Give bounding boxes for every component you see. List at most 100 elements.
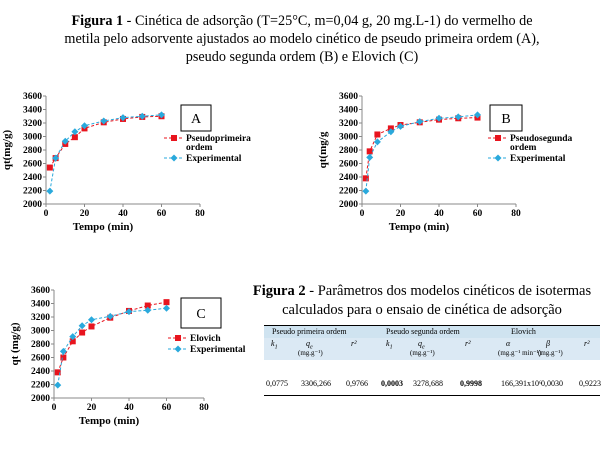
figure2-caption-line1: - Parâmetros dos modelos cinéticos de is…	[305, 283, 592, 299]
y-tick-label: 2800	[339, 146, 358, 156]
x-tick-label: 20	[87, 403, 97, 413]
experimental-point	[88, 316, 95, 324]
y-tick-label: 3200	[31, 313, 50, 323]
table-row: 0,0775 3306,266 0,9766 0,0003 3278,688 0,9998…	[264, 360, 601, 396]
legend-model-label: Pseudosegunda ordem	[510, 134, 573, 153]
y-tick-label: 2400	[23, 173, 42, 183]
y-tick-label: 3600	[339, 92, 358, 102]
x-tick-label: 80	[195, 209, 205, 219]
figure2-caption-line2: calculados para o ensaio de cinética de …	[282, 302, 562, 318]
y-axis-label: qt(mg/g	[317, 131, 329, 168]
legend-experimental-label: Experimental	[510, 154, 566, 164]
y-tick-label: 2400	[339, 173, 358, 183]
y-tick-label: 3200	[23, 119, 42, 129]
experimental-point	[71, 128, 79, 136]
table-cell: 3306,266	[301, 379, 331, 388]
experimental-point	[125, 308, 133, 316]
model-point	[163, 299, 170, 306]
x-tick-label: 60	[162, 403, 172, 413]
legend-model-marker	[175, 335, 181, 341]
y-tick-label: 2000	[339, 200, 358, 210]
column-symbol: β	[546, 339, 550, 348]
table-cell: 0,9766	[346, 379, 368, 388]
experimental-point	[144, 306, 152, 314]
column-symbol: k1	[271, 339, 278, 351]
legend-experimental-marker	[174, 345, 182, 353]
chart-c: 2000 2200 2400 2600 2800 3000 3200 3400 3600 0 20 4…	[9, 286, 246, 427]
figure2-caption: Figura 2 - Parâmetros dos modelos cinéti…	[244, 282, 600, 320]
experimental-point	[387, 128, 395, 136]
chart-a: 2000 2200 2400 2600 2800 3000 3200 3400 3600 0 20 4…	[1, 92, 251, 233]
experimental-point	[59, 347, 67, 355]
experimental-point	[46, 187, 54, 195]
x-tick-label: 0	[52, 403, 57, 413]
legend-model-label: Pseudoprimeira ordem	[186, 134, 251, 153]
figure1-caption-line3: pseudo segunda ordem (B) e Elovich (C)	[185, 49, 419, 65]
x-tick-label: 40	[118, 209, 128, 219]
experimental-point	[158, 111, 165, 119]
chart-b: 2000 2200 2400 2600 2800 3000 3200 3400 3600 0 20 4…	[317, 92, 573, 233]
y-tick-label: 2000	[23, 200, 42, 210]
table-cell: 0,9223	[579, 379, 601, 388]
panel-label-box	[180, 104, 212, 132]
experimental-point	[362, 187, 370, 195]
panel-label: C	[196, 307, 205, 322]
figure1-caption-label: Figura 1	[71, 13, 124, 29]
y-tick-label: 2600	[23, 160, 42, 170]
table-cell: 166,391x10⁶	[501, 379, 542, 388]
model-point	[362, 175, 369, 182]
x-axis-label: Tempo (min)	[79, 415, 140, 427]
experimental-point	[435, 114, 443, 122]
legend-experimental-label: Experimental	[190, 345, 246, 355]
model-point	[46, 164, 53, 171]
y-tick-label: 3000	[339, 133, 358, 143]
table-cell: 0,0030	[541, 379, 563, 388]
experimental-point	[163, 304, 170, 312]
column-unit: (mg.g⁻¹)	[410, 349, 435, 357]
model-series-line	[57, 301, 167, 373]
column-unit: (mg.g⁻¹)	[538, 349, 563, 357]
y-tick-label: 2200	[23, 187, 42, 197]
table-cell: 0,9998	[460, 379, 482, 388]
x-tick-label: 0	[360, 209, 365, 219]
x-axis-label: Tempo (min)	[389, 221, 450, 233]
experimental-series-line	[49, 114, 162, 192]
table-group-header: Pseudo primeira ordem Pseudo segunda ord…	[264, 325, 600, 339]
experimental-point	[52, 154, 60, 162]
model-point	[88, 323, 95, 330]
figure1-caption: Figura 1 - Cinética de adsorção (T=25°C,…	[20, 12, 584, 66]
model-point	[144, 302, 151, 309]
column-symbol: r²	[465, 339, 471, 348]
column-symbol: r²	[584, 339, 590, 348]
group-pseudo-segunda: Pseudo segunda ordem	[386, 327, 460, 336]
legend-experimental-label: Experimental	[186, 154, 242, 164]
y-tick-label: 3000	[31, 327, 50, 337]
experimental-point	[373, 138, 381, 146]
experimental-point	[81, 122, 88, 130]
column-symbol: k1	[386, 339, 393, 351]
y-axis-label: qt(mg/g)	[1, 130, 13, 171]
model-series-line	[365, 117, 478, 179]
y-tick-label: 3600	[31, 286, 50, 296]
experimental-point	[106, 312, 114, 320]
panel-label-box	[489, 104, 523, 132]
y-tick-label: 2800	[23, 146, 42, 156]
experimental-series-line	[365, 114, 478, 192]
y-tick-label: 2200	[31, 381, 50, 391]
panel-label: A	[191, 112, 202, 127]
x-tick-label: 60	[473, 209, 483, 219]
table-cell: 0,0003	[381, 379, 403, 388]
x-tick-label: 40	[434, 209, 444, 219]
y-tick-label: 2600	[339, 160, 358, 170]
y-axis-label: qt (mg/g)	[9, 322, 21, 365]
experimental-point	[61, 137, 69, 145]
experimental-point	[397, 122, 404, 130]
column-symbol: qe	[306, 339, 313, 351]
model-point	[69, 338, 76, 345]
y-tick-label: 3400	[339, 106, 358, 116]
y-tick-label: 3000	[23, 133, 42, 143]
experimental-point	[119, 114, 127, 122]
experimental-point	[454, 113, 462, 121]
model-point	[374, 131, 381, 138]
panel-label-box	[180, 297, 222, 329]
